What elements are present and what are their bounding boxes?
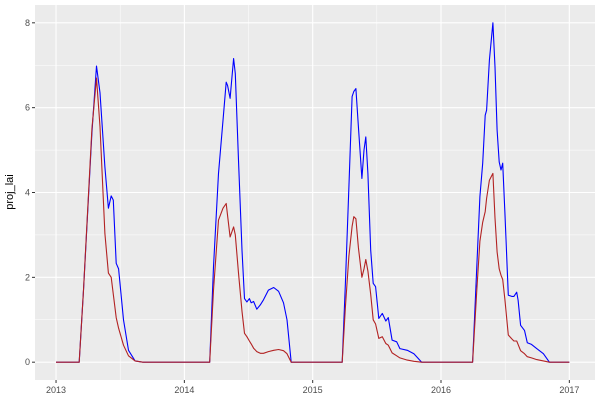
y-tick-label: 2	[25, 272, 30, 282]
x-tick-label: 2016	[431, 385, 451, 395]
y-tick-label: 6	[25, 103, 30, 113]
x-tick-label: 2013	[46, 385, 66, 395]
x-tick-label: 2014	[174, 385, 194, 395]
series-line-2	[56, 77, 570, 363]
y-tick-label: 4	[25, 188, 30, 198]
x-axis-ticks: 2013 2014 2015 2016 2017	[46, 380, 579, 395]
series-lines	[56, 22, 570, 363]
y-axis-ticks: 0 2 4 6 8	[25, 18, 35, 367]
y-tick-label: 0	[25, 357, 30, 367]
y-tick-label: 8	[25, 18, 30, 28]
x-tick-label: 2017	[559, 385, 579, 395]
y-axis-label: proj_lai	[4, 174, 16, 209]
x-tick-label: 2015	[303, 385, 323, 395]
